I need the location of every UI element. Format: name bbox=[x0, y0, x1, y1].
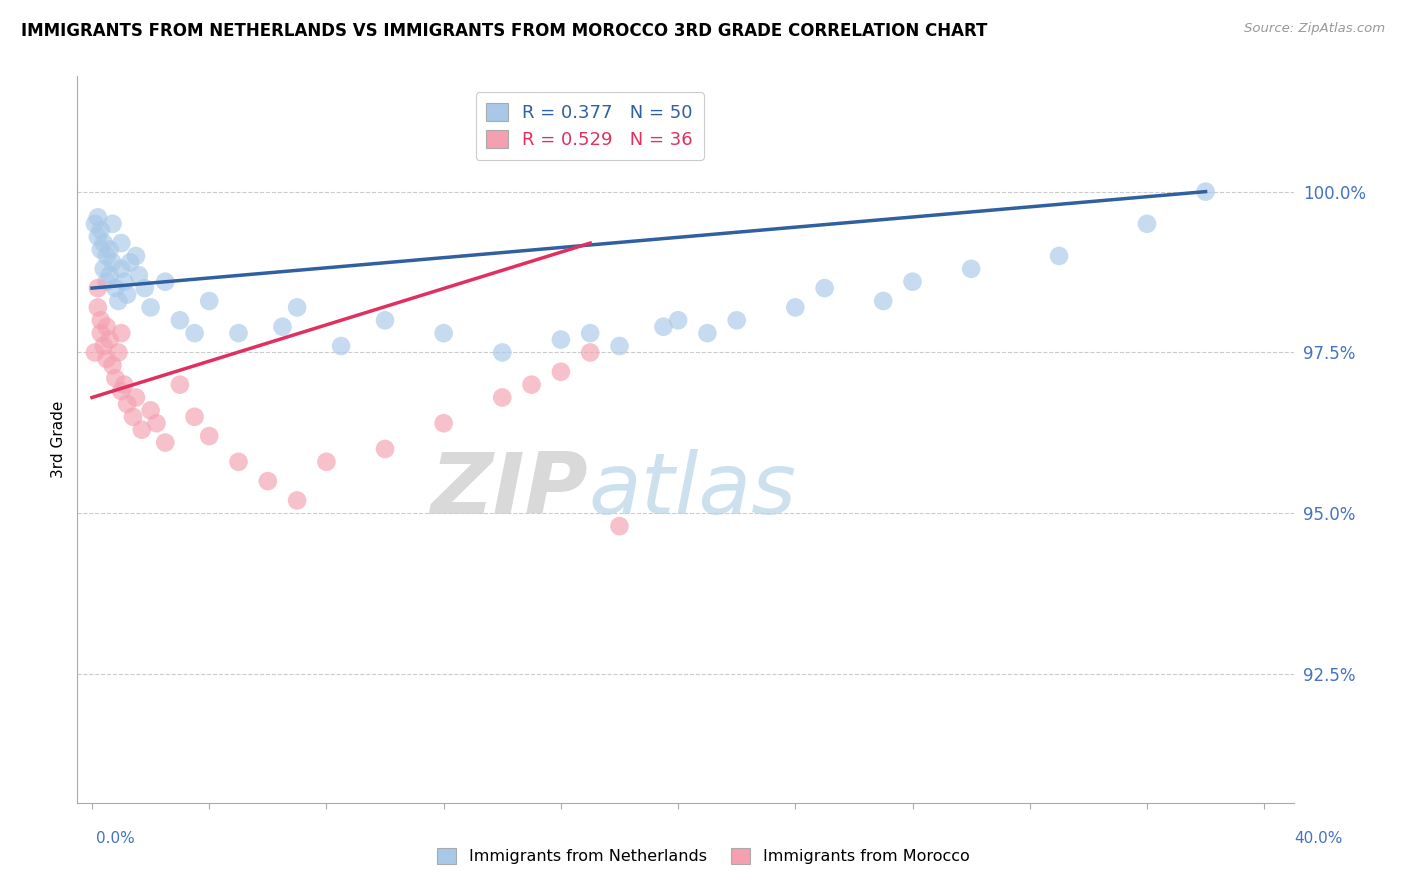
Point bbox=[155, 435, 177, 450]
Point bbox=[550, 365, 572, 379]
Point bbox=[110, 326, 132, 340]
Point bbox=[139, 301, 162, 315]
Point bbox=[183, 409, 205, 424]
Point bbox=[134, 281, 156, 295]
Point bbox=[84, 217, 107, 231]
Text: IMMIGRANTS FROM NETHERLANDS VS IMMIGRANTS FROM MOROCCO 3RD GRADE CORRELATION CHA: IMMIGRANTS FROM NETHERLANDS VS IMMIGRANT… bbox=[21, 22, 987, 40]
Point bbox=[96, 249, 118, 263]
Legend: R = 0.377   N = 50, R = 0.529   N = 36: R = 0.377 N = 50, R = 0.529 N = 36 bbox=[475, 92, 704, 160]
Point bbox=[1047, 249, 1070, 263]
Point bbox=[609, 339, 631, 353]
Point bbox=[93, 261, 115, 276]
Point bbox=[725, 313, 748, 327]
Point bbox=[330, 339, 353, 353]
Point bbox=[98, 268, 121, 283]
Point bbox=[550, 333, 572, 347]
Point bbox=[169, 377, 191, 392]
Point bbox=[901, 275, 924, 289]
Point bbox=[90, 313, 112, 327]
Point bbox=[198, 429, 221, 443]
Point bbox=[104, 371, 127, 385]
Point bbox=[579, 345, 602, 359]
Point bbox=[315, 455, 337, 469]
Point bbox=[145, 416, 167, 430]
Text: ZIP: ZIP bbox=[430, 449, 588, 532]
Point bbox=[110, 261, 132, 276]
Point bbox=[285, 493, 308, 508]
Point bbox=[960, 261, 983, 276]
Point bbox=[374, 313, 396, 327]
Point bbox=[98, 333, 121, 347]
Point bbox=[98, 243, 121, 257]
Point bbox=[785, 301, 807, 315]
Point bbox=[125, 249, 148, 263]
Point bbox=[433, 326, 456, 340]
Point bbox=[814, 281, 837, 295]
Point bbox=[183, 326, 205, 340]
Point bbox=[122, 409, 145, 424]
Point bbox=[112, 275, 135, 289]
Point bbox=[228, 455, 250, 469]
Point bbox=[155, 275, 177, 289]
Point bbox=[87, 211, 110, 225]
Point bbox=[96, 275, 118, 289]
Point bbox=[609, 519, 631, 533]
Point bbox=[90, 243, 112, 257]
Point bbox=[872, 293, 894, 308]
Point bbox=[96, 319, 118, 334]
Point bbox=[169, 313, 191, 327]
Point bbox=[1194, 185, 1216, 199]
Point bbox=[115, 397, 138, 411]
Point bbox=[666, 313, 689, 327]
Point bbox=[107, 345, 129, 359]
Point bbox=[90, 223, 112, 237]
Point bbox=[90, 326, 112, 340]
Point bbox=[131, 423, 153, 437]
Point bbox=[374, 442, 396, 456]
Point bbox=[101, 255, 124, 269]
Point bbox=[87, 229, 110, 244]
Point bbox=[433, 416, 456, 430]
Point bbox=[139, 403, 162, 417]
Point bbox=[87, 301, 110, 315]
Point bbox=[115, 287, 138, 301]
Point bbox=[96, 351, 118, 366]
Point bbox=[101, 359, 124, 373]
Point bbox=[107, 293, 129, 308]
Point bbox=[198, 293, 221, 308]
Point bbox=[256, 474, 278, 488]
Text: atlas: atlas bbox=[588, 449, 796, 532]
Text: 0.0%: 0.0% bbox=[96, 831, 135, 846]
Text: 40.0%: 40.0% bbox=[1295, 831, 1343, 846]
Text: Source: ZipAtlas.com: Source: ZipAtlas.com bbox=[1244, 22, 1385, 36]
Point bbox=[285, 301, 308, 315]
Point bbox=[696, 326, 718, 340]
Point bbox=[110, 236, 132, 251]
Point bbox=[93, 236, 115, 251]
Legend: Immigrants from Netherlands, Immigrants from Morocco: Immigrants from Netherlands, Immigrants … bbox=[430, 841, 976, 871]
Point bbox=[228, 326, 250, 340]
Point bbox=[110, 384, 132, 398]
Point bbox=[520, 377, 543, 392]
Y-axis label: 3rd Grade: 3rd Grade bbox=[51, 401, 66, 478]
Point bbox=[128, 268, 150, 283]
Point bbox=[104, 281, 127, 295]
Point bbox=[579, 326, 602, 340]
Point bbox=[491, 391, 513, 405]
Point bbox=[120, 255, 142, 269]
Point bbox=[491, 345, 513, 359]
Point bbox=[125, 391, 148, 405]
Point bbox=[101, 217, 124, 231]
Point bbox=[1136, 217, 1159, 231]
Point bbox=[87, 281, 110, 295]
Point bbox=[93, 339, 115, 353]
Point bbox=[112, 377, 135, 392]
Point bbox=[84, 345, 107, 359]
Point bbox=[271, 319, 294, 334]
Point bbox=[652, 319, 675, 334]
